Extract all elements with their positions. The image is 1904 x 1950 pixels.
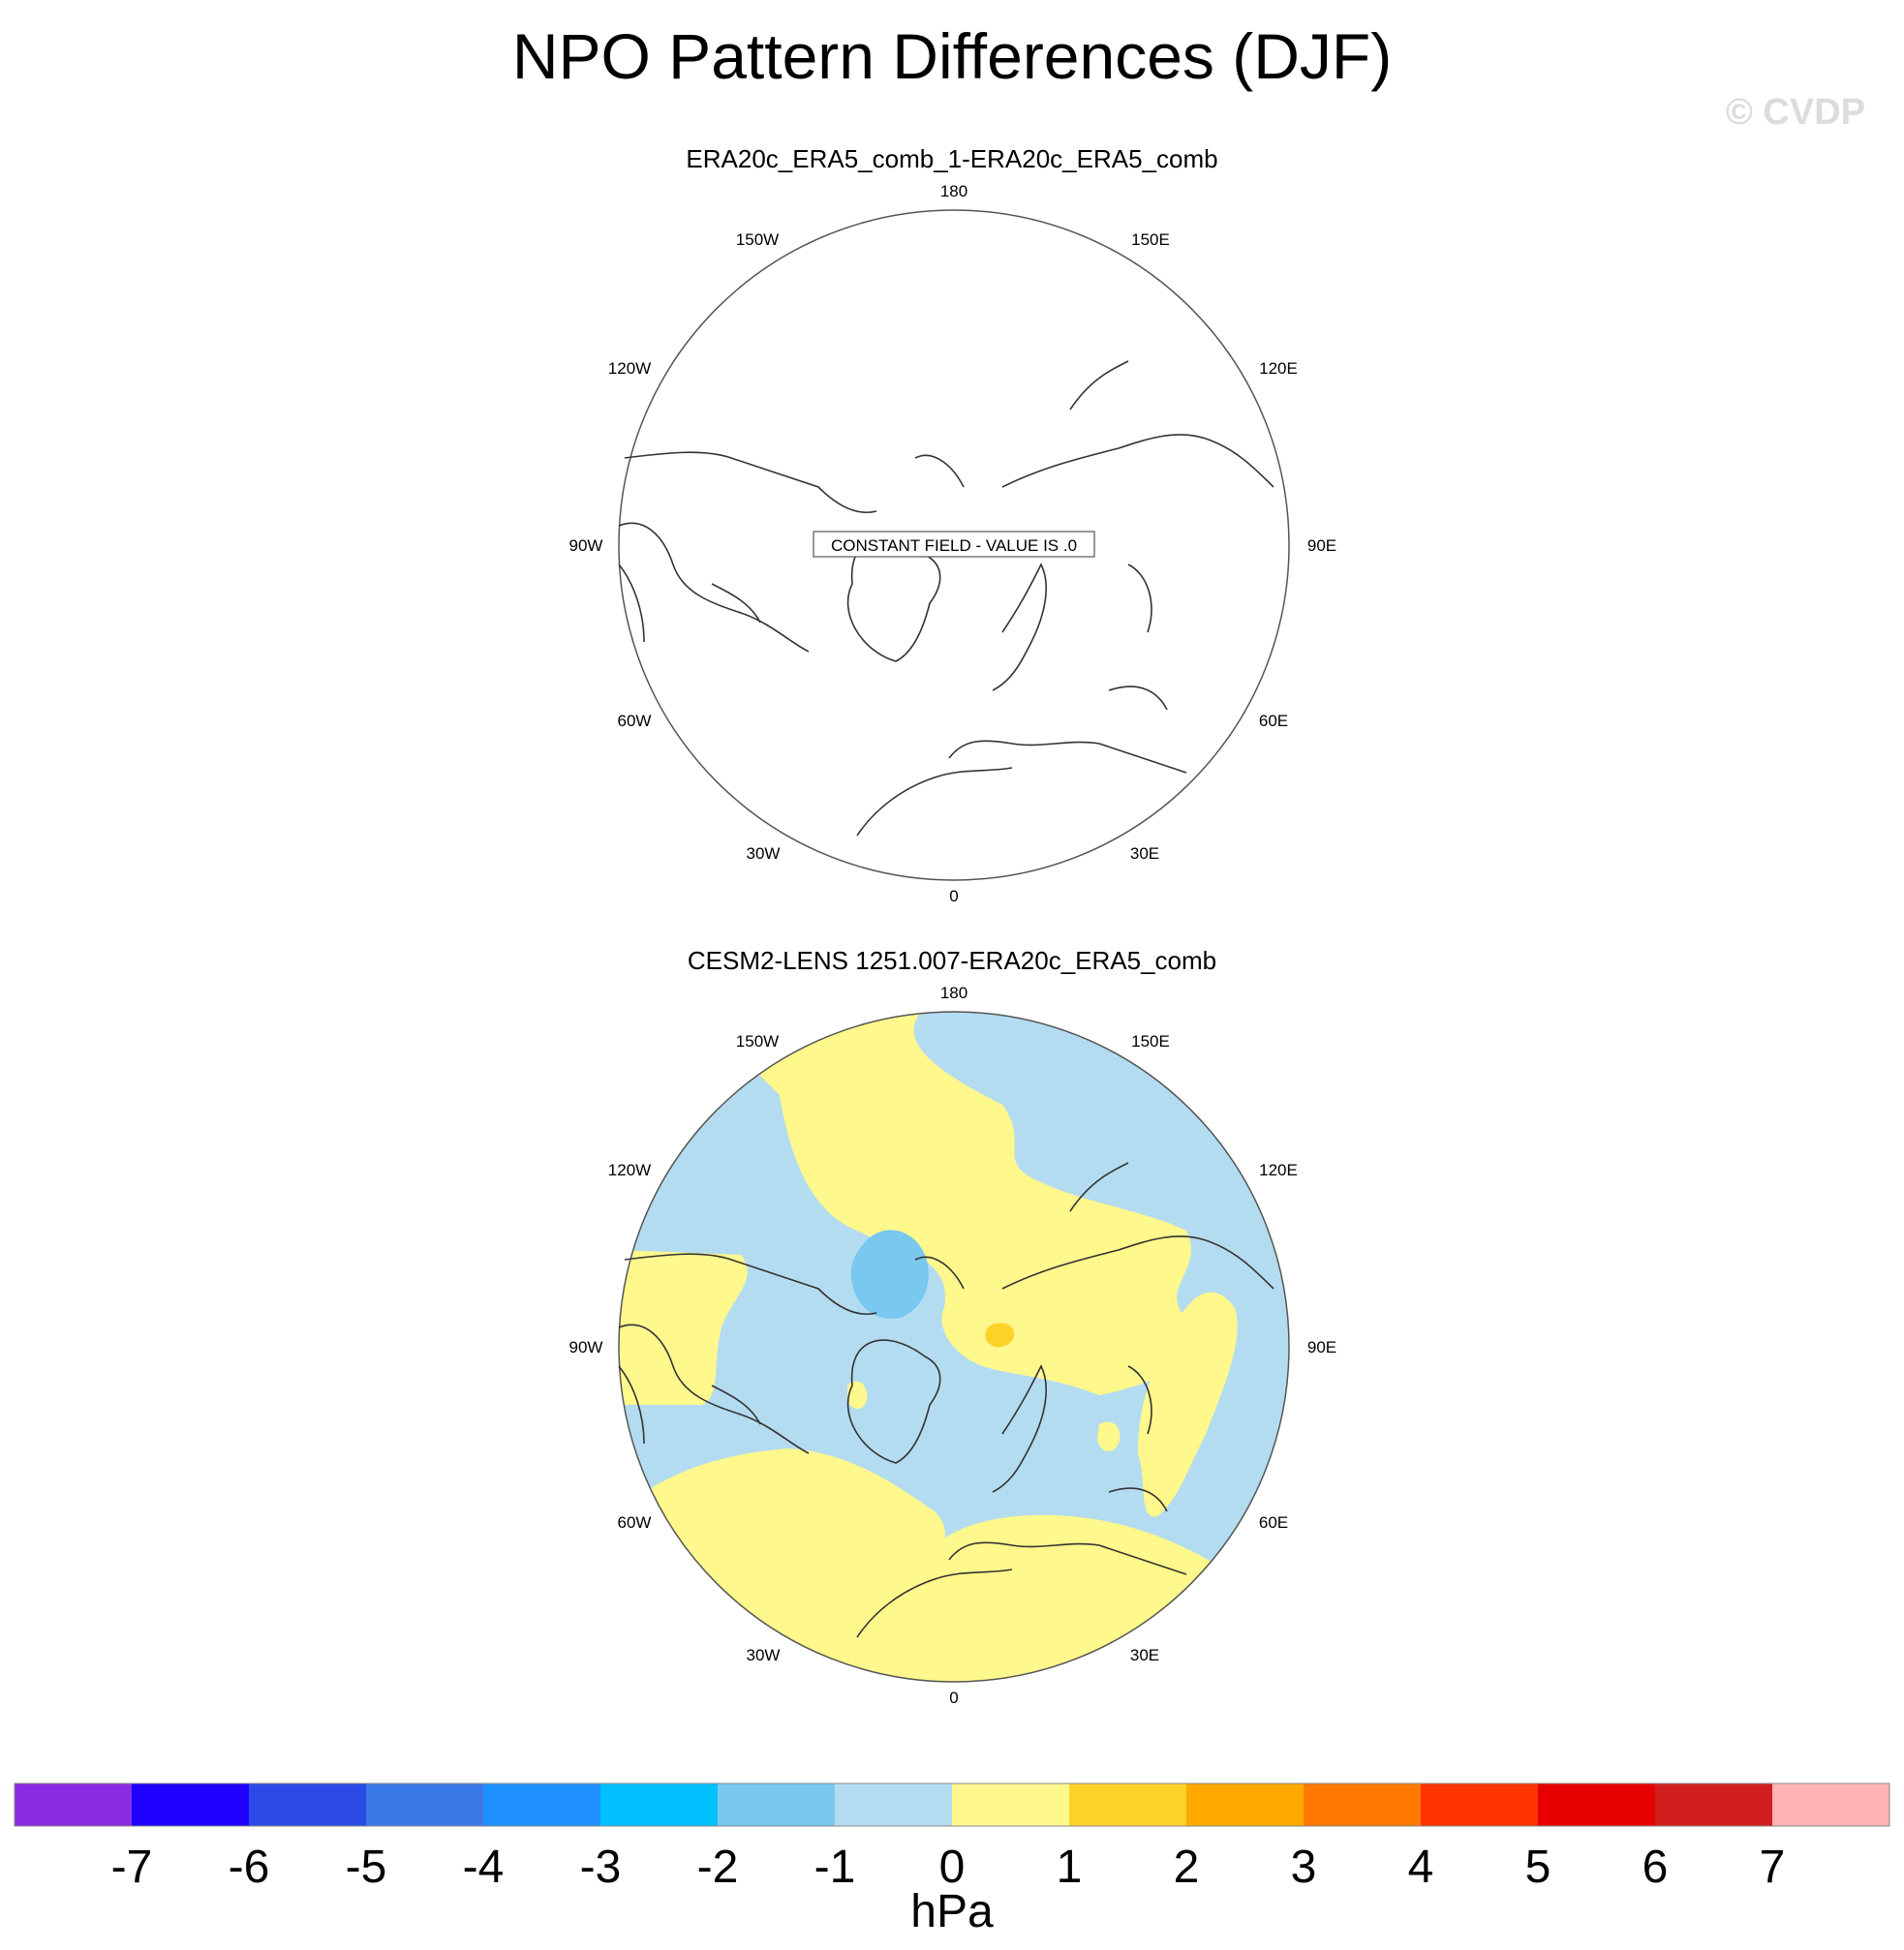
positive-region-north (731, 1012, 1191, 1395)
colorbar-tick-label: 1 (1057, 1842, 1083, 1893)
colorbar-box (1186, 1783, 1305, 1826)
colorbar-box (718, 1783, 836, 1826)
colorbar-frame (14, 1782, 1890, 1827)
colorbar-box (483, 1783, 601, 1826)
colorbar-tick-label: 5 (1525, 1842, 1551, 1893)
lon-label-120e: 120E (1259, 359, 1298, 378)
lon-label-0: 0 (949, 1689, 958, 1707)
colorbar-tick-labels: -7 -6 -5 -4 -3 -2 -1 0 1 2 3 4 5 6 7 (111, 1842, 1786, 1893)
colorbar-box (952, 1783, 1070, 1826)
cvdp-watermark: © CVDP (1725, 92, 1865, 133)
positive-region-east (1138, 1292, 1238, 1517)
constant-field-box (813, 531, 1095, 558)
colorbar-tick-label: -4 (463, 1842, 505, 1893)
colorbar-tick-label: -1 (814, 1842, 856, 1893)
lon-label-150w: 150W (736, 1032, 779, 1051)
positive-medium-region (985, 1323, 1015, 1348)
colorbar-tick-label: 7 (1760, 1842, 1786, 1893)
colorbar-box (366, 1783, 484, 1826)
lon-label-0: 0 (949, 887, 958, 905)
lon-label-90e: 90E (1307, 536, 1336, 555)
colorbar-box (1421, 1783, 1539, 1826)
colorbar-units: hPa (910, 1886, 994, 1937)
positive-region-southwest (619, 1448, 945, 1555)
panel-2-shading (619, 1012, 1289, 1682)
positive-region-west (619, 1250, 748, 1405)
panel-1-title: ERA20c_ERA5_comb_1-ERA20c_ERA5_comb (686, 144, 1218, 173)
colorbar-tick-label: 0 (939, 1842, 966, 1893)
colorbar-tick-label: -6 (229, 1842, 270, 1893)
colorbar-box (835, 1783, 953, 1826)
lon-label-90w: 90W (569, 536, 603, 555)
lon-label-60w: 60W (618, 1513, 652, 1532)
lon-label-120w: 120W (608, 359, 651, 378)
panel-2-lon-labels: 180 150E 120E 90E 60E 30E 0 30W 60W 90W … (569, 986, 1337, 1707)
lon-label-150e: 150E (1131, 230, 1170, 249)
positive-region-island (847, 1381, 868, 1410)
colorbar-box (1538, 1783, 1656, 1826)
lon-label-150w: 150W (736, 230, 779, 249)
lon-label-60e: 60E (1259, 712, 1288, 730)
lon-label-60w: 60W (618, 712, 652, 730)
lon-label-120e: 120E (1259, 1161, 1298, 1179)
negative-medium-region (850, 1230, 929, 1319)
panel-2-map: 180 150E 120E 90E 60E 30E 0 30W 60W 90W … (569, 986, 1337, 1707)
lon-label-120w: 120W (608, 1161, 651, 1179)
panel-1-lon-labels: 180 150E 120E 90E 60E 30E 0 30W 60W 90W … (569, 184, 1337, 905)
colorbar-box (132, 1783, 250, 1826)
constant-field-label: CONSTANT FIELD - VALUE IS .0 (831, 536, 1077, 555)
lon-label-150e: 150E (1131, 1032, 1170, 1051)
lon-label-60e: 60E (1259, 1513, 1288, 1532)
colorbar-tick-label: 4 (1408, 1842, 1434, 1893)
colorbar-tick-label: -7 (111, 1842, 153, 1893)
colorbar-tick-label: -2 (697, 1842, 739, 1893)
lon-label-30e: 30E (1130, 1646, 1159, 1664)
colorbar: -7 -6 -5 -4 -3 -2 -1 0 1 2 3 4 5 6 7 hPa (14, 1782, 1890, 1937)
lon-label-90w: 90W (569, 1338, 603, 1356)
colorbar-box (1655, 1783, 1773, 1826)
figure-title: NPO Pattern Differences (DJF) (511, 20, 1393, 92)
lon-label-30w: 30W (747, 844, 781, 863)
lon-label-30w: 30W (747, 1646, 781, 1664)
colorbar-box (1304, 1783, 1422, 1826)
colorbar-tick-label: 2 (1174, 1842, 1200, 1893)
colorbar-box (15, 1783, 133, 1826)
lon-label-180: 180 (940, 986, 967, 1002)
colorbar-box (249, 1783, 367, 1826)
panel-2-map-boundary (618, 1011, 1290, 1683)
colorbar-tick-label: 6 (1643, 1842, 1669, 1893)
positive-region-east-small (1097, 1421, 1121, 1451)
colorbar-box (1772, 1783, 1890, 1826)
lon-label-30e: 30E (1130, 844, 1159, 863)
colorbar-tick-label: 3 (1291, 1842, 1317, 1893)
colorbar-box (600, 1783, 719, 1826)
lon-label-90e: 90E (1307, 1338, 1336, 1356)
colorbar-tick-label: -3 (580, 1842, 622, 1893)
colorbar-boxes (14, 1782, 1890, 1827)
panel-1-coastlines (618, 360, 1274, 837)
colorbar-tick-label: -5 (346, 1842, 387, 1893)
colorbar-box (1069, 1783, 1187, 1826)
panel-2-title: CESM2-LENS 1251.007-ERA20c_ERA5_comb (687, 946, 1217, 975)
panel-2-coastlines (618, 1162, 1274, 1638)
panel-1-map: CONSTANT FIELD - VALUE IS .0 180 150E 12… (569, 184, 1337, 905)
lon-label-180: 180 (940, 184, 967, 200)
